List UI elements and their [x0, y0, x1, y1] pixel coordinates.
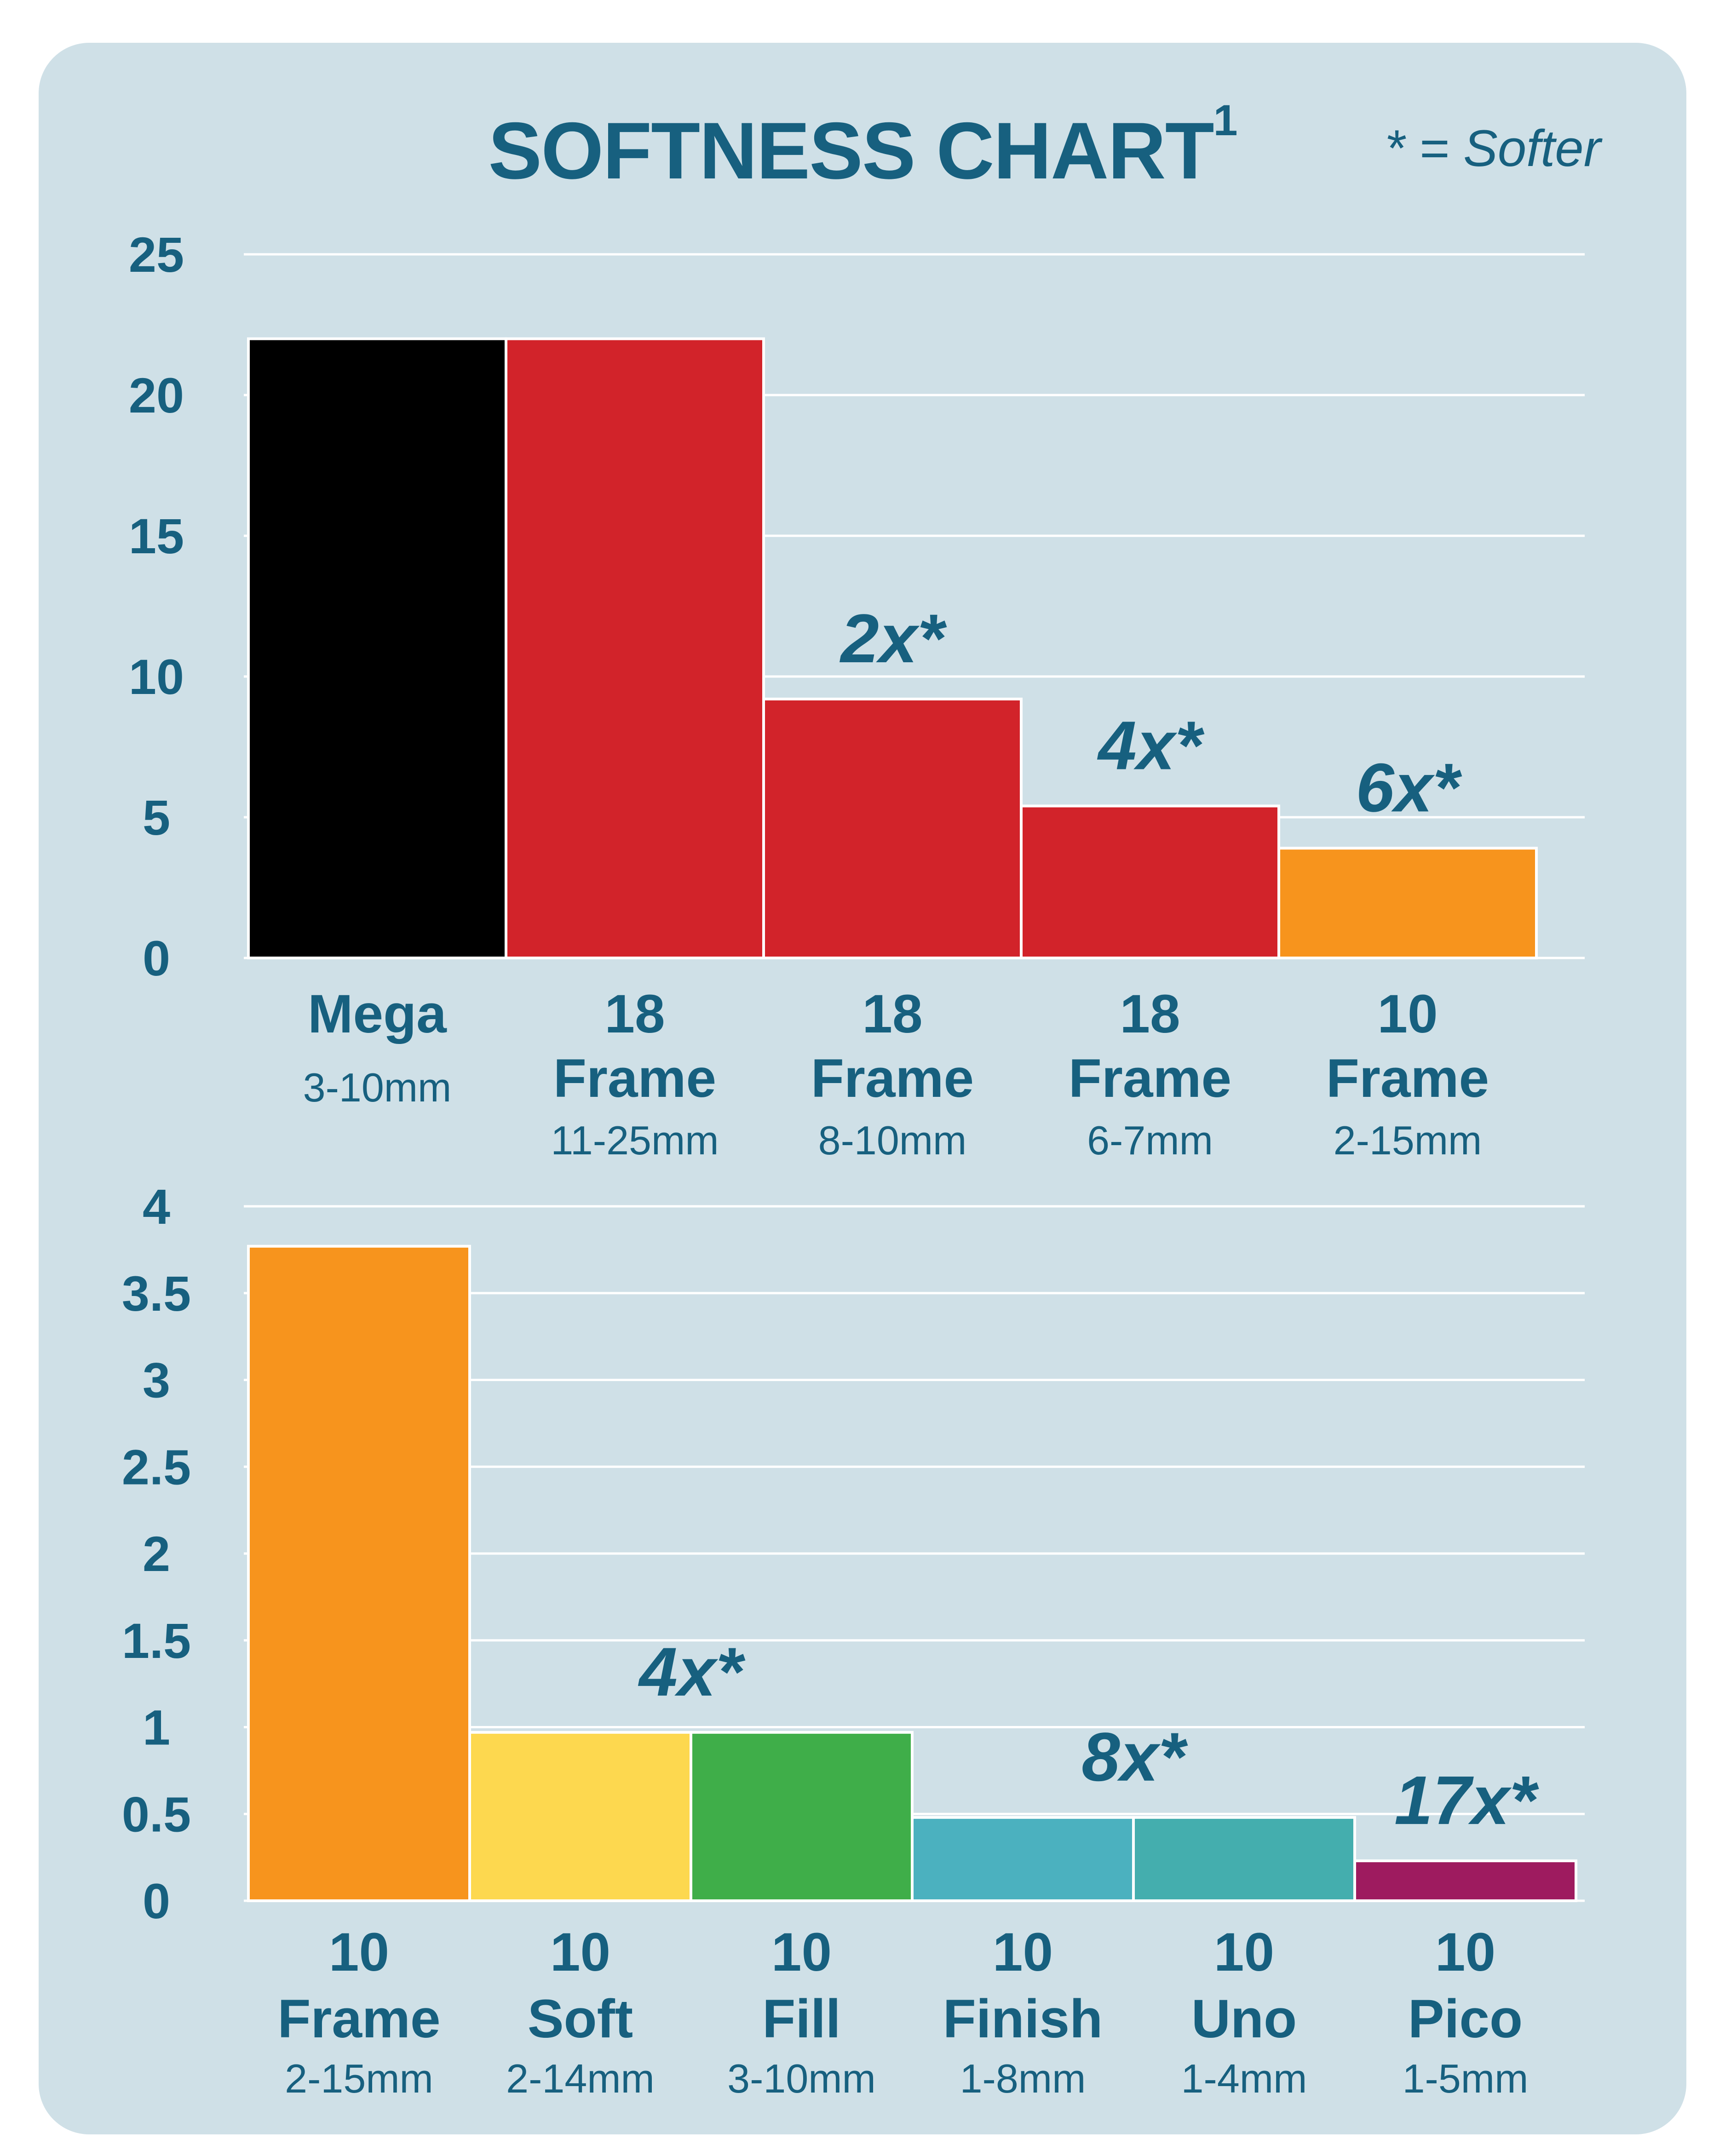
category-size-label: 3-10mm [727, 2056, 876, 2101]
category-size-label: 1-8mm [960, 2056, 1086, 2101]
category-number-label: 10 [1214, 1922, 1274, 1983]
category-number-label: 10 [1377, 984, 1438, 1044]
bar-frame [247, 1244, 471, 1902]
category-size-label: 11-25mm [551, 1118, 719, 1163]
y-tick-label: 3.5 [122, 1266, 191, 1321]
bar-uno [1132, 1816, 1356, 1903]
bar-mega [247, 337, 507, 959]
category-size-label: 1-4mm [1181, 2056, 1307, 2101]
y-tick-label: 15 [129, 508, 184, 564]
category-number-label: 10 [1435, 1922, 1495, 1983]
y-tick-label: 1 [143, 1700, 170, 1755]
category-size-label: 2-15mm [1334, 1118, 1482, 1163]
title-footnote-marker: 1 [1213, 96, 1238, 145]
softness-multiplier-label: 2x* [839, 600, 947, 677]
y-tick-label: 0 [143, 930, 170, 986]
softness-multiplier-label: 6x* [1356, 749, 1462, 826]
y-tick-label: 4 [143, 1179, 170, 1234]
category-name-label: Uno [1191, 1989, 1297, 2049]
category-name-label: Fill [762, 1989, 840, 2049]
category-name-label: Mega [308, 984, 447, 1044]
category-name-label: Pico [1408, 1989, 1523, 2049]
category-name-label: Frame [553, 1048, 716, 1109]
y-tick-label: 10 [129, 649, 184, 705]
category-size-label: 3-10mm [303, 1065, 452, 1110]
bar-pico [1353, 1859, 1577, 1903]
y-tick-label: 2.5 [122, 1439, 191, 1495]
softness-multiplier-label: 8x* [1081, 1718, 1188, 1795]
category-name-label: Frame [811, 1048, 974, 1109]
category-size-label: 8-10mm [818, 1118, 967, 1163]
category-size-label: 1-5mm [1403, 2056, 1529, 2101]
category-name-label: Soft [528, 1989, 633, 2049]
category-number-label: 10 [771, 1922, 832, 1983]
y-tick-label: 1.5 [122, 1613, 191, 1669]
category-number-label: 18 [862, 984, 922, 1044]
bar-frame [1277, 847, 1538, 959]
softness-multiplier-label: 4x* [638, 1633, 746, 1710]
category-name-label: Finish [943, 1989, 1103, 2049]
y-tick-label: 2 [143, 1526, 170, 1582]
category-name-label: Frame [1069, 1048, 1231, 1109]
bar-soft [468, 1731, 692, 1902]
category-number-label: 18 [604, 984, 665, 1044]
y-tick-label: 3 [143, 1353, 170, 1408]
category-number-label: 10 [550, 1922, 610, 1983]
softer-legend-note: * = Softer [1384, 120, 1601, 177]
bar-frame [505, 337, 765, 959]
category-number-label: 10 [329, 1922, 389, 1983]
y-tick-label: 25 [129, 227, 184, 282]
category-size-label: 6-7mm [1087, 1118, 1213, 1163]
category-name-label: Frame [1326, 1048, 1489, 1109]
y-tick-label: 0 [143, 1873, 170, 1929]
bar-frame [1020, 804, 1280, 960]
softness-multiplier-label: 17x* [1394, 1761, 1539, 1839]
chart-title: SOFTNESS CHART1 [0, 96, 1725, 197]
category-size-label: 2-15mm [285, 2056, 433, 2101]
category-number-label: 18 [1120, 984, 1180, 1044]
bar-fill [690, 1731, 914, 1902]
title-text: SOFTNESS CHART [488, 106, 1214, 196]
bar-finish [911, 1816, 1135, 1903]
softness-multiplier-label: 4x* [1097, 707, 1205, 784]
y-tick-label: 20 [129, 367, 184, 423]
category-name-label: Frame [277, 1989, 440, 2049]
y-tick-label: 0.5 [122, 1786, 191, 1842]
bar-frame [762, 697, 1023, 959]
category-size-label: 2-14mm [506, 2056, 655, 2101]
category-number-label: 10 [993, 1922, 1053, 1983]
y-tick-label: 5 [143, 790, 170, 845]
